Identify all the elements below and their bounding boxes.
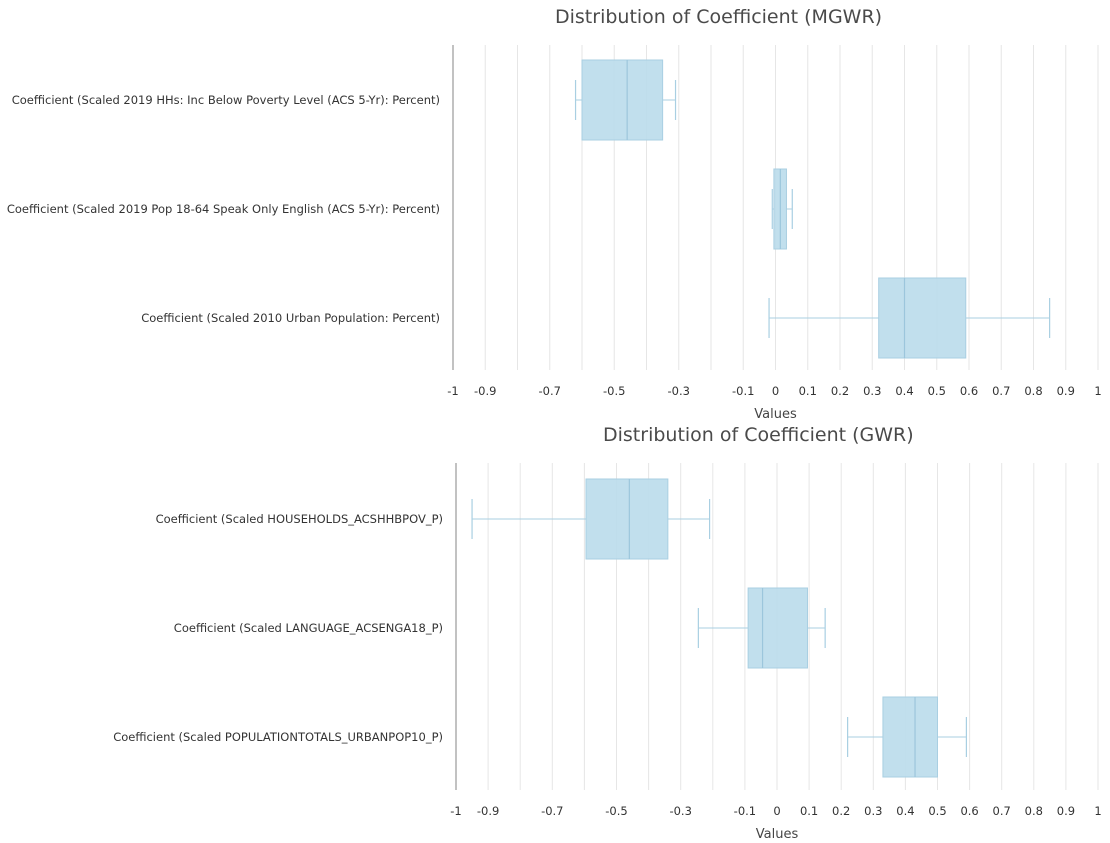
x-tick-label: 0 <box>772 384 779 398</box>
box-plot-1 <box>471 478 711 560</box>
x-tick-label: -0.1 <box>734 804 756 818</box>
x-tick-label: 0.6 <box>960 804 978 818</box>
box-plot-2 <box>771 168 793 250</box>
category-label: Coefficient (Scaled POPULATIONTOTALS_URB… <box>113 730 443 744</box>
box-plot-3 <box>847 696 967 778</box>
x-tick-label: -1 <box>450 804 461 818</box>
box-plot-3 <box>768 277 1051 359</box>
x-axis-label: Values <box>754 407 797 422</box>
chart-title: Distribution of Coefficient (MGWR) <box>555 6 882 28</box>
iqr-box <box>878 277 967 359</box>
box-plot-1 <box>574 59 677 141</box>
x-tick-label: -1 <box>447 384 458 398</box>
category-label: Coefficient (Scaled 2019 Pop 18-64 Speak… <box>7 202 440 216</box>
x-tick-label: -0.1 <box>732 384 754 398</box>
x-tick-label: 0.8 <box>1024 384 1042 398</box>
chart-1: Distribution of Coefficient (MGWR) -1 -0.9… <box>7 6 1102 422</box>
iqr-box <box>747 587 808 669</box>
chart-2: Distribution of Coefficient (GWR) -1 -0.9 -… <box>113 424 1101 842</box>
x-tick-label: 0.1 <box>799 384 817 398</box>
x-tick-label: 0.4 <box>895 384 913 398</box>
x-tick-label: 0.8 <box>1025 804 1043 818</box>
x-tick-label: 1 <box>1094 384 1101 398</box>
x-tick-label: 0.7 <box>992 384 1010 398</box>
x-tick-label: 0.1 <box>800 804 818 818</box>
category-label: Coefficient (Scaled 2010 Urban Populatio… <box>141 311 440 325</box>
category-label: Coefficient (Scaled LANGUAGE_ACSENGA18_P… <box>174 621 443 635</box>
x-tick-label: 0.4 <box>896 804 914 818</box>
x-tick-label: 0.2 <box>831 384 849 398</box>
category-label: Coefficient (Scaled 2019 HHs: Inc Below … <box>12 93 440 107</box>
x-tick-label: 0 <box>773 804 780 818</box>
x-tick-label: -0.3 <box>669 804 691 818</box>
x-tick-label: 0.5 <box>928 384 946 398</box>
x-tick-label: -0.3 <box>668 384 690 398</box>
x-tick-label: -0.5 <box>603 384 625 398</box>
iqr-box <box>882 696 938 778</box>
x-tick-label: -0.5 <box>605 804 627 818</box>
chart-title: Distribution of Coefficient (GWR) <box>603 424 914 446</box>
x-tick-label: 0.3 <box>864 804 882 818</box>
iqr-box <box>581 59 664 141</box>
x-tick-label: 0.2 <box>832 804 850 818</box>
box-plot-2 <box>697 587 826 669</box>
x-tick-label: 1 <box>1094 804 1101 818</box>
x-tick-label: -0.9 <box>477 804 499 818</box>
iqr-box <box>585 478 669 560</box>
x-tick-label: 0.5 <box>928 804 946 818</box>
x-tick-label: 0.9 <box>1057 804 1075 818</box>
x-tick-label: -0.9 <box>474 384 496 398</box>
x-tick-label: -0.7 <box>539 384 561 398</box>
x-tick-label: 0.3 <box>863 384 881 398</box>
x-tick-label: 0.7 <box>993 804 1011 818</box>
x-axis-label: Values <box>756 827 799 842</box>
x-tick-label: -0.7 <box>541 804 563 818</box>
x-tick-label: 0.9 <box>1057 384 1075 398</box>
category-label: Coefficient (Scaled HOUSEHOLDS_ACSHHBPOV… <box>156 512 443 526</box>
x-tick-label: 0.6 <box>960 384 978 398</box>
